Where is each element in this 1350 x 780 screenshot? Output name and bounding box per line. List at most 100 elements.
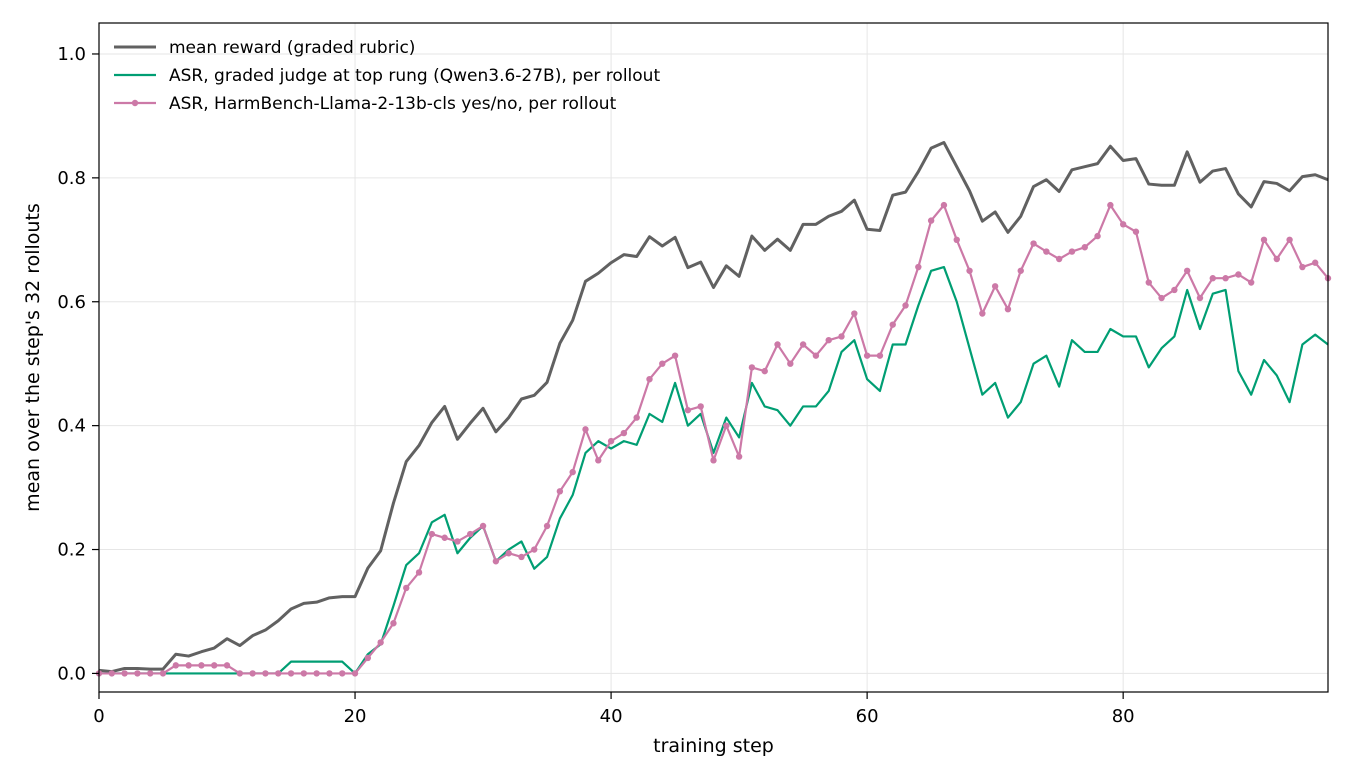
legend-marker — [131, 99, 139, 107]
data-point — [339, 670, 346, 677]
legend-label: mean reward (graded rubric) — [169, 38, 415, 58]
data-point — [889, 321, 896, 328]
x-tick-label: 20 — [344, 706, 367, 727]
data-point — [364, 654, 372, 662]
data-point — [1055, 255, 1063, 263]
data-point — [761, 367, 768, 375]
data-point — [198, 662, 205, 669]
data-point — [953, 236, 960, 244]
legend-label: ASR, HarmBench-Llama-2-13b-cls yes/no, p… — [169, 94, 617, 114]
data-point — [313, 670, 320, 677]
data-point — [1017, 267, 1024, 274]
data-point — [326, 670, 333, 677]
data-point — [915, 263, 922, 271]
data-point — [966, 267, 973, 274]
data-point — [1273, 255, 1280, 263]
data-point — [646, 375, 653, 383]
legend-item-2: ASR, HarmBench-Llama-2-13b-cls yes/no, p… — [114, 94, 617, 114]
data-point — [991, 283, 999, 290]
y-tick-label: 1.0 — [57, 44, 86, 65]
data-point — [787, 360, 794, 367]
series-line-0 — [98, 141, 1329, 674]
data-point — [1209, 275, 1216, 282]
data-point — [287, 670, 295, 677]
data-point — [633, 414, 640, 421]
y-tick-label: 0.0 — [57, 663, 86, 684]
data-point — [876, 352, 884, 359]
plot-frame — [98, 22, 1329, 693]
data-point — [1222, 275, 1229, 282]
data-point — [1247, 279, 1255, 286]
data-point — [723, 422, 730, 429]
data-point — [351, 670, 359, 677]
data-point — [223, 662, 231, 669]
data-point — [863, 352, 871, 359]
data-point — [377, 639, 384, 646]
data-point — [1081, 244, 1088, 251]
data-point — [1311, 259, 1319, 266]
data-point — [1235, 271, 1242, 278]
data-point — [1145, 279, 1152, 286]
data-point — [1158, 294, 1165, 302]
data-point — [441, 534, 448, 541]
data-point — [134, 670, 141, 677]
legend-label: ASR, graded judge at top rung (Qwen3.6-2… — [169, 66, 660, 86]
data-point — [467, 530, 474, 538]
data-point — [300, 670, 308, 677]
data-point — [671, 352, 679, 359]
data-point — [902, 302, 909, 309]
data-point — [1004, 305, 1012, 313]
data-point — [1286, 236, 1293, 244]
data-point — [1299, 263, 1306, 271]
data-point — [403, 584, 410, 592]
series-layer — [95, 141, 1332, 677]
x-tick-label: 80 — [1112, 706, 1135, 727]
data-point — [1030, 240, 1037, 247]
series-0 — [98, 141, 1329, 674]
data-point — [479, 522, 487, 530]
data-point — [415, 569, 423, 576]
data-point — [1260, 236, 1268, 244]
data-point — [1171, 286, 1178, 294]
x-axis-label: training step — [653, 735, 774, 757]
data-point — [172, 662, 180, 669]
y-tick-label: 0.6 — [57, 292, 86, 313]
series-1 — [99, 265, 1329, 675]
data-point — [531, 546, 538, 553]
x-tick-label: 40 — [600, 706, 623, 727]
data-point — [838, 333, 845, 340]
data-point — [979, 310, 986, 317]
data-point — [1068, 248, 1076, 255]
x-tick-label: 0 — [93, 706, 104, 727]
legend-item-0: mean reward (graded rubric) — [114, 38, 415, 58]
data-point — [108, 670, 116, 677]
data-point — [710, 457, 717, 464]
x-axis-ticks: 0 20 40 60 80 — [93, 692, 1135, 727]
data-point — [851, 310, 858, 317]
data-point — [1132, 228, 1140, 235]
data-point — [211, 662, 218, 669]
data-point — [249, 670, 256, 677]
y-tick-label: 0.8 — [57, 168, 86, 189]
data-point — [1196, 294, 1204, 302]
data-point — [1043, 248, 1050, 255]
data-point — [812, 352, 820, 359]
data-point — [620, 429, 628, 437]
series-line-1 — [99, 265, 1329, 675]
data-point — [774, 341, 781, 348]
data-point — [492, 558, 500, 565]
data-point — [556, 488, 564, 495]
data-point — [684, 406, 692, 414]
data-point — [582, 426, 589, 433]
x-tick-label: 60 — [856, 706, 879, 727]
y-tick-label: 0.2 — [57, 540, 86, 561]
data-point — [262, 670, 269, 677]
legend-item-1: ASR, graded judge at top rung (Qwen3.6-2… — [114, 66, 660, 86]
data-point — [735, 453, 743, 460]
data-point — [825, 336, 832, 344]
data-point — [1119, 221, 1127, 228]
data-point — [121, 670, 128, 677]
data-point — [505, 550, 512, 557]
data-point — [236, 670, 244, 677]
